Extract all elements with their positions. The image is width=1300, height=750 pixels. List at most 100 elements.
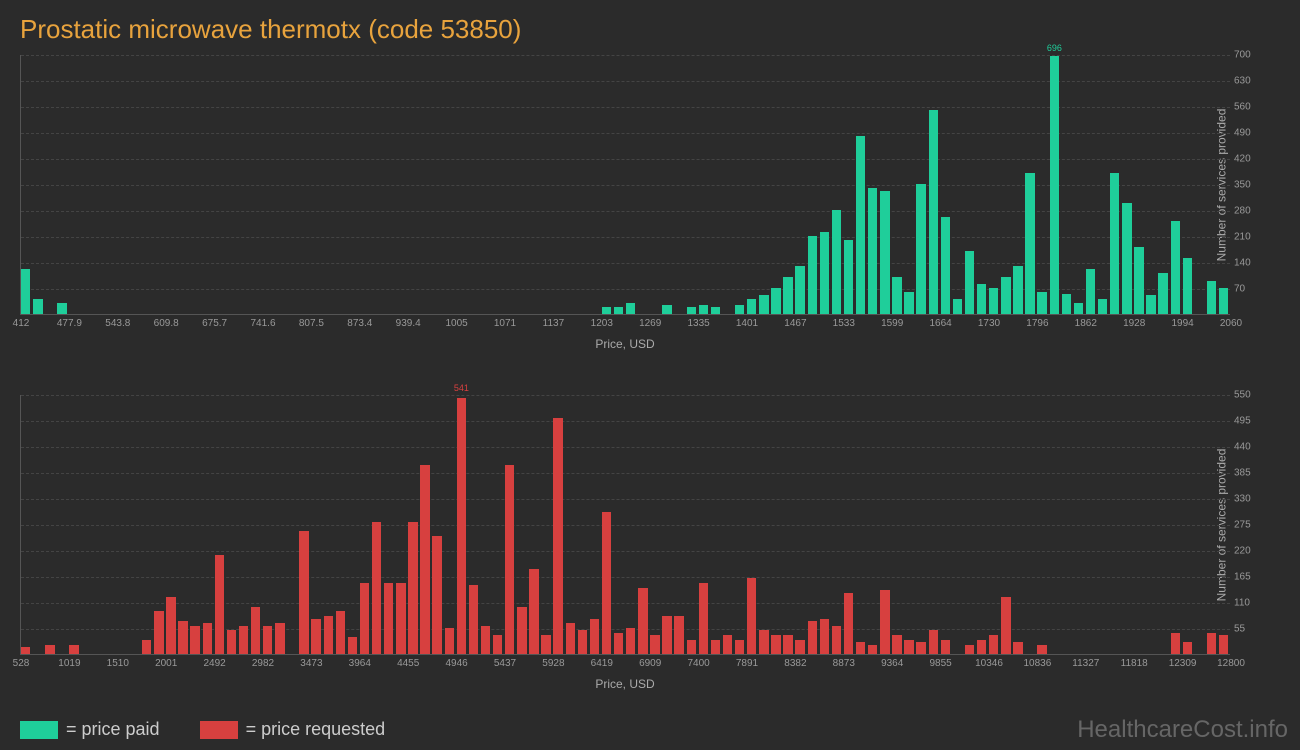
histogram-bar bbox=[541, 635, 550, 654]
histogram-bar bbox=[1098, 299, 1107, 314]
gridline bbox=[21, 473, 1230, 474]
histogram-bar bbox=[808, 621, 817, 654]
x-tick-label: 8382 bbox=[784, 658, 806, 669]
gridline bbox=[21, 447, 1230, 448]
histogram-bar bbox=[578, 630, 587, 654]
chart-price-requested: Number of services provided 551101652202… bbox=[20, 395, 1230, 655]
x-tick-label: 7891 bbox=[736, 658, 758, 669]
x-tick-label: 4946 bbox=[445, 658, 467, 669]
histogram-bar bbox=[929, 110, 938, 314]
histogram-bar bbox=[662, 616, 671, 654]
histogram-bar bbox=[711, 640, 720, 654]
histogram-bar bbox=[1183, 642, 1192, 654]
histogram-bar bbox=[1122, 203, 1131, 314]
histogram-bar bbox=[989, 288, 998, 314]
histogram-bar bbox=[783, 635, 792, 654]
histogram-bar bbox=[154, 611, 163, 654]
gridline bbox=[21, 395, 1230, 396]
x-tick-label: 1664 bbox=[929, 318, 951, 329]
watermark: HealthcareCost.info bbox=[1077, 716, 1288, 744]
histogram-bar bbox=[711, 307, 720, 314]
x-tick-label: 477.9 bbox=[57, 318, 82, 329]
histogram-bar bbox=[795, 266, 804, 314]
x-tick-label: 1796 bbox=[1026, 318, 1048, 329]
histogram-bar bbox=[638, 588, 647, 654]
histogram-bar bbox=[735, 640, 744, 654]
y-tick-label: 210 bbox=[1234, 232, 1264, 243]
histogram-bar bbox=[215, 555, 224, 654]
x-tick-label: 6419 bbox=[591, 658, 613, 669]
histogram-bar bbox=[142, 640, 151, 654]
histogram-bar bbox=[856, 136, 865, 314]
histogram-bar bbox=[747, 299, 756, 314]
x-tick-label: 11327 bbox=[1072, 658, 1099, 669]
histogram-bar bbox=[892, 635, 901, 654]
x-tick-label: 1071 bbox=[494, 318, 516, 329]
histogram-bar bbox=[602, 512, 611, 654]
y-tick-label: 495 bbox=[1234, 416, 1264, 427]
histogram-bar bbox=[977, 640, 986, 654]
histogram-bar bbox=[203, 623, 212, 654]
histogram-bar bbox=[892, 277, 901, 314]
histogram-bar bbox=[251, 607, 260, 654]
x-tick-label: 5437 bbox=[494, 658, 516, 669]
histogram-bar bbox=[808, 236, 817, 314]
histogram-bar bbox=[1025, 173, 1034, 314]
x-tick-label: 3473 bbox=[300, 658, 322, 669]
x-tick-label: 1401 bbox=[736, 318, 758, 329]
histogram-bar bbox=[614, 633, 623, 654]
x-tick-label: 1269 bbox=[639, 318, 661, 329]
histogram-bar bbox=[505, 465, 514, 654]
x-tick-label: 1533 bbox=[833, 318, 855, 329]
histogram-bar bbox=[856, 642, 865, 654]
y-tick-label: 275 bbox=[1234, 520, 1264, 531]
histogram-bar bbox=[529, 569, 538, 654]
x-tick-label: 873.4 bbox=[347, 318, 372, 329]
histogram-bar bbox=[408, 522, 417, 654]
histogram-bar bbox=[965, 645, 974, 654]
x-tick-label: 528 bbox=[13, 658, 30, 669]
x-tick-label: 10346 bbox=[975, 658, 1003, 669]
histogram-bar bbox=[553, 418, 562, 654]
x-tick-label: 1510 bbox=[107, 658, 129, 669]
x-tick-label: 9855 bbox=[929, 658, 951, 669]
y-tick-label: 220 bbox=[1234, 546, 1264, 557]
histogram-bar bbox=[1013, 642, 1022, 654]
histogram-bar bbox=[916, 642, 925, 654]
x-tick-label: 6909 bbox=[639, 658, 661, 669]
x-tick-label: 9364 bbox=[881, 658, 903, 669]
gridline bbox=[21, 551, 1230, 552]
histogram-bar bbox=[166, 597, 175, 654]
x-tick-label: 12309 bbox=[1169, 658, 1197, 669]
y-tick-label: 280 bbox=[1234, 206, 1264, 217]
legend-label: = price requested bbox=[246, 719, 386, 740]
histogram-bar bbox=[384, 583, 393, 654]
histogram-bar bbox=[45, 645, 54, 654]
histogram-bar bbox=[820, 619, 829, 654]
gridline bbox=[21, 603, 1230, 604]
x-tick-label: 1928 bbox=[1123, 318, 1145, 329]
histogram-bar bbox=[977, 284, 986, 314]
histogram-bar bbox=[348, 637, 357, 654]
histogram-bar bbox=[880, 191, 889, 314]
histogram-bar bbox=[227, 630, 236, 654]
legend-item-paid: = price paid bbox=[20, 719, 160, 740]
x-tick-label: 1994 bbox=[1171, 318, 1193, 329]
legend: = price paid = price requested bbox=[20, 719, 385, 740]
histogram-bar bbox=[759, 295, 768, 314]
histogram-bar bbox=[445, 628, 454, 654]
histogram-bar bbox=[1171, 221, 1180, 314]
histogram-bar bbox=[1219, 288, 1228, 314]
histogram-bar bbox=[626, 628, 635, 654]
histogram-bar bbox=[771, 288, 780, 314]
histogram-bar bbox=[965, 251, 974, 314]
x-tick-label: 10836 bbox=[1023, 658, 1051, 669]
histogram-bar bbox=[614, 307, 623, 314]
histogram-bar bbox=[239, 626, 248, 654]
histogram-bar bbox=[372, 522, 381, 654]
x-tick-label: 2060 bbox=[1220, 318, 1242, 329]
histogram-bar bbox=[432, 536, 441, 654]
histogram-bar bbox=[1001, 277, 1010, 314]
x-tick-label: 3964 bbox=[349, 658, 371, 669]
x-tick-label: 2001 bbox=[155, 658, 177, 669]
